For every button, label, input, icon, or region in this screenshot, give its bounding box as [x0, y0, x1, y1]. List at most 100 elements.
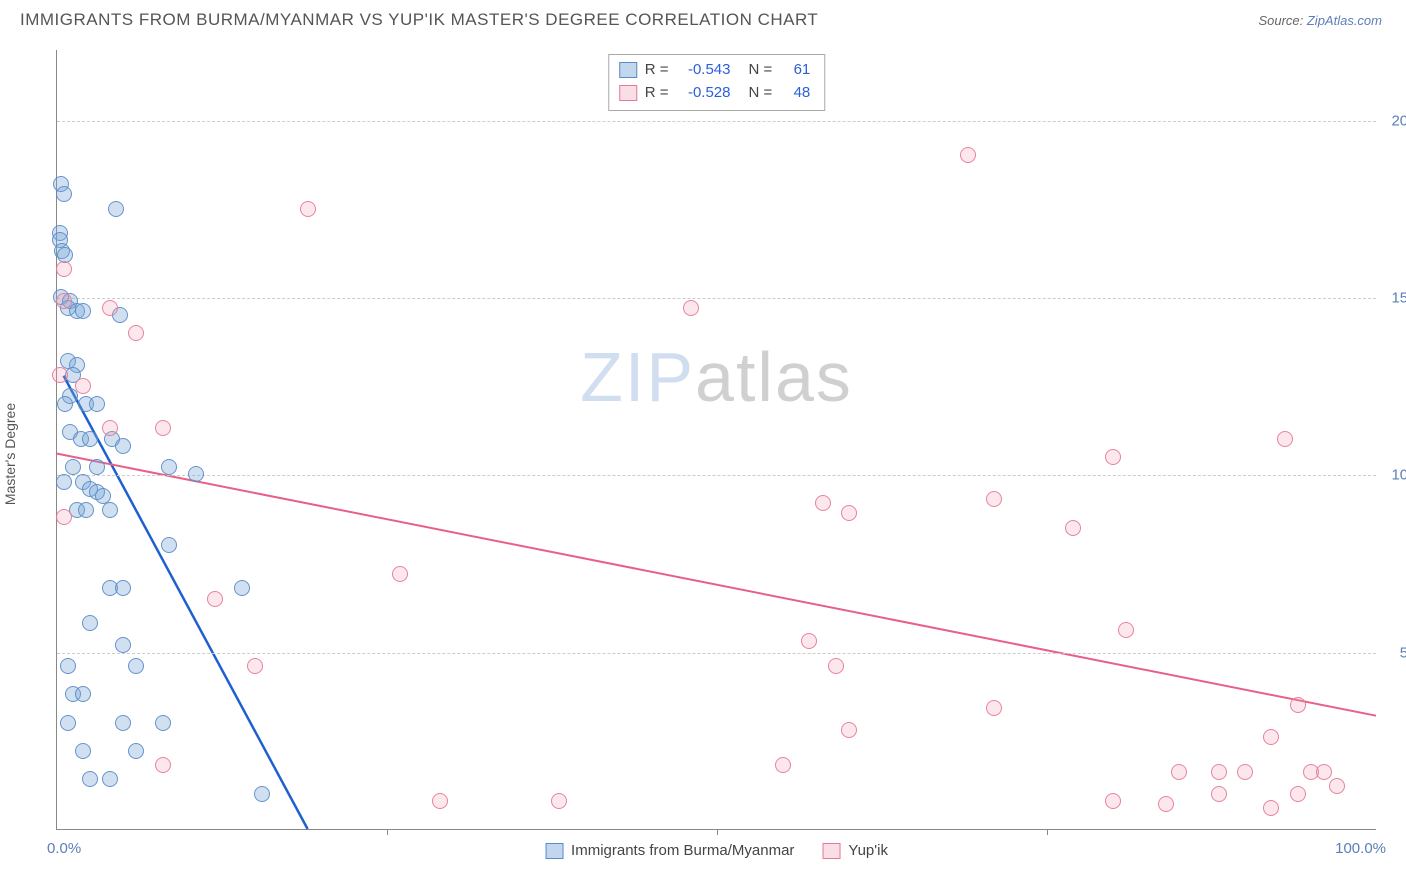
n-label: N = — [749, 82, 773, 105]
chart-container: Master's Degree ZIPatlas R = -0.543 N = … — [20, 44, 1386, 864]
x-tick — [717, 829, 718, 835]
gridline — [57, 475, 1376, 476]
data-point — [155, 420, 171, 436]
data-point — [254, 786, 270, 802]
data-point — [82, 431, 98, 447]
y-tick-label: 5.0% — [1400, 644, 1406, 661]
r-value-2: -0.528 — [679, 82, 731, 105]
data-point — [75, 378, 91, 394]
r-label: R = — [645, 82, 669, 105]
legend-swatch-blue — [545, 843, 563, 859]
data-point — [75, 686, 91, 702]
data-point — [60, 715, 76, 731]
data-point — [801, 633, 817, 649]
data-point — [57, 396, 73, 412]
data-point — [108, 201, 124, 217]
legend-label-2: Yup'ik — [848, 842, 888, 859]
data-point — [56, 261, 72, 277]
data-point — [1105, 793, 1121, 809]
data-point — [56, 186, 72, 202]
data-point — [1263, 800, 1279, 816]
y-tick-label: 15.0% — [1391, 290, 1406, 307]
swatch-pink — [619, 85, 637, 101]
data-point — [392, 566, 408, 582]
data-point — [1118, 622, 1134, 638]
x-tick-min: 0.0% — [47, 840, 81, 857]
data-point — [207, 591, 223, 607]
data-point — [161, 537, 177, 553]
data-point — [89, 396, 105, 412]
data-point — [128, 325, 144, 341]
stats-row-1: R = -0.543 N = 61 — [619, 59, 811, 82]
data-point — [1171, 764, 1187, 780]
x-tick — [387, 829, 388, 835]
data-point — [102, 420, 118, 436]
data-point — [60, 658, 76, 674]
stats-box: R = -0.543 N = 61 R = -0.528 N = 48 — [608, 54, 826, 111]
data-point — [1105, 449, 1121, 465]
data-point — [841, 722, 857, 738]
data-point — [115, 715, 131, 731]
x-tick-max: 100.0% — [1335, 840, 1386, 857]
y-tick-label: 20.0% — [1391, 112, 1406, 129]
data-point — [960, 147, 976, 163]
plot-area: ZIPatlas R = -0.543 N = 61 R = -0.528 N … — [56, 50, 1376, 830]
chart-title: IMMIGRANTS FROM BURMA/MYANMAR VS YUP'IK … — [20, 10, 818, 30]
data-point — [56, 474, 72, 490]
data-point — [1065, 520, 1081, 536]
data-point — [551, 793, 567, 809]
data-point — [683, 300, 699, 316]
data-point — [1290, 697, 1306, 713]
data-point — [775, 757, 791, 773]
data-point — [56, 293, 72, 309]
legend-item-1: Immigrants from Burma/Myanmar — [545, 842, 794, 859]
legend: Immigrants from Burma/Myanmar Yup'ik — [545, 842, 888, 859]
r-value-1: -0.543 — [679, 59, 731, 82]
gridline — [57, 121, 1376, 122]
legend-item-2: Yup'ik — [822, 842, 888, 859]
data-point — [82, 615, 98, 631]
data-point — [828, 658, 844, 674]
data-point — [188, 466, 204, 482]
data-point — [78, 502, 94, 518]
data-point — [89, 459, 105, 475]
data-point — [1237, 764, 1253, 780]
legend-swatch-pink — [822, 843, 840, 859]
data-point — [1316, 764, 1332, 780]
data-point — [65, 459, 81, 475]
source-link[interactable]: ZipAtlas.com — [1307, 13, 1382, 28]
n-label: N = — [749, 59, 773, 82]
data-point — [155, 757, 171, 773]
y-axis-label: Master's Degree — [2, 403, 18, 505]
data-point — [155, 715, 171, 731]
data-point — [815, 495, 831, 511]
data-point — [234, 580, 250, 596]
data-point — [75, 303, 91, 319]
data-point — [102, 771, 118, 787]
trend-line — [64, 376, 308, 829]
source-prefix: Source: — [1258, 13, 1306, 28]
gridline — [57, 298, 1376, 299]
stats-row-2: R = -0.528 N = 48 — [619, 82, 811, 105]
data-point — [115, 637, 131, 653]
data-point — [1290, 786, 1306, 802]
data-point — [115, 438, 131, 454]
data-point — [52, 367, 68, 383]
data-point — [56, 509, 72, 525]
swatch-blue — [619, 62, 637, 78]
r-label: R = — [645, 59, 669, 82]
trend-line — [57, 454, 1376, 716]
trend-lines — [57, 50, 1376, 829]
data-point — [115, 580, 131, 596]
data-point — [841, 505, 857, 521]
data-point — [1211, 764, 1227, 780]
data-point — [75, 743, 91, 759]
data-point — [986, 491, 1002, 507]
data-point — [102, 502, 118, 518]
data-point — [1329, 778, 1345, 794]
data-point — [986, 700, 1002, 716]
n-value-1: 61 — [782, 59, 810, 82]
n-value-2: 48 — [782, 82, 810, 105]
data-point — [432, 793, 448, 809]
data-point — [1211, 786, 1227, 802]
